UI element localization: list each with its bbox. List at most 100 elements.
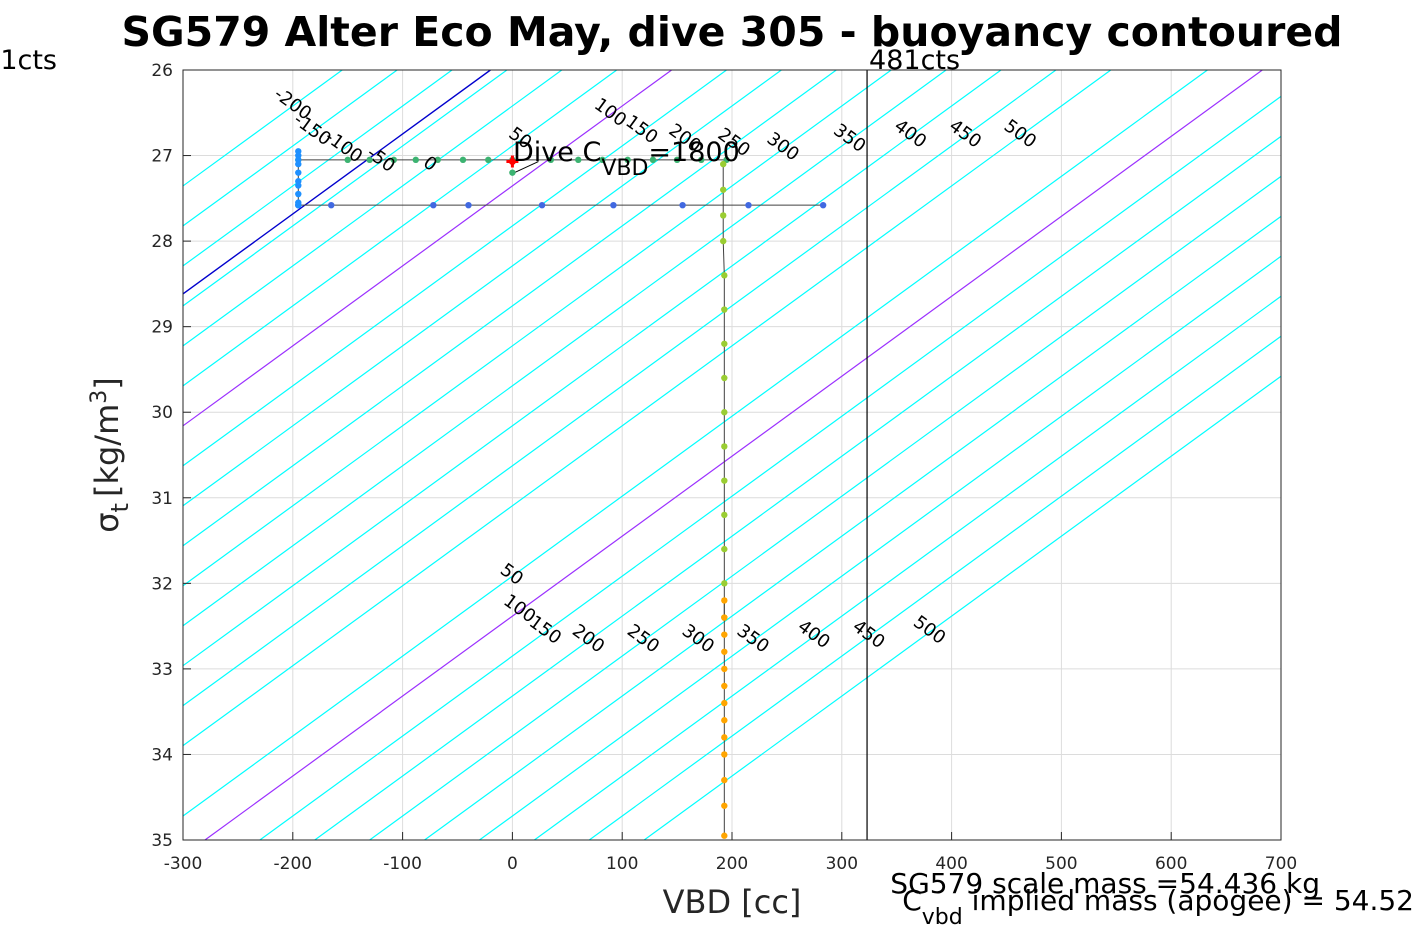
x-tick-label: 600 [1155, 854, 1187, 874]
series-point [624, 156, 631, 164]
implied-mass-text: Cvbd implied mass (apogee) = 54.52 [902, 884, 1414, 930]
contour-line-lower [204, 70, 1263, 840]
contour-line-upper [183, 70, 618, 387]
contour-line-lower [643, 375, 1281, 840]
x-tick-label: -300 [164, 854, 203, 874]
vbd-limit-label: 481cts [869, 45, 960, 76]
x-tick-label: 500 [1045, 854, 1077, 874]
series-point [819, 201, 827, 209]
dive-extra-point [509, 169, 516, 176]
implied-mass-prefix: C [902, 884, 922, 917]
y-axis-label: σt [kg/m3] [87, 377, 134, 532]
contour-line-upper [183, 70, 1057, 707]
series-point [430, 201, 437, 209]
contour-line-upper [183, 70, 947, 627]
implied-mass-sub: vbd [922, 905, 963, 930]
contour-line-lower [259, 95, 1281, 840]
x-tick-label: -100 [383, 854, 422, 874]
contour-line-upper [183, 70, 453, 267]
series-point [344, 156, 351, 164]
series-point [721, 443, 728, 450]
dive-series [295, 148, 827, 839]
x-tick-label: 100 [606, 854, 638, 874]
y-tick-label: 35 [151, 831, 173, 851]
y-axis-label-sup: 3 [87, 390, 112, 404]
series-point [295, 190, 302, 198]
series-point [721, 374, 728, 382]
series-point [295, 169, 302, 176]
y-axis-label-sub: t [106, 503, 134, 512]
series-point [721, 545, 728, 553]
series-point [721, 340, 728, 347]
contour-line-upper [183, 70, 1002, 667]
y-tick-label: 28 [151, 232, 173, 252]
series-point [721, 682, 728, 690]
dive-cvbd-annotation: Dive CVBD=1800 [513, 137, 740, 181]
contour-line-lower [479, 255, 1281, 840]
series-point [459, 156, 467, 164]
y-tick-label: 26 [151, 61, 173, 81]
series-point [721, 614, 728, 621]
annotation-pointer [512, 161, 539, 174]
y-tick-label: 27 [151, 147, 173, 167]
series-point [390, 156, 398, 164]
series-point [721, 272, 728, 279]
x-tick-label: 0 [507, 854, 518, 874]
series-point [679, 201, 686, 209]
series-point [721, 734, 728, 741]
y-axis-label-symbol: σ [88, 512, 126, 532]
contour-line-upper [183, 70, 672, 427]
series-point [698, 156, 705, 164]
y-axis-label-close: ] [88, 377, 126, 389]
blue-reference-line [183, 70, 491, 295]
series-point [295, 201, 302, 209]
series-point [721, 776, 728, 784]
vbd-limit-label: 1cts [0, 45, 57, 76]
annotation-sub: VBD [601, 156, 648, 181]
y-tick-label: 31 [151, 489, 173, 509]
series-point [328, 201, 335, 209]
y-tick-label: 34 [151, 745, 173, 765]
series-point [720, 186, 727, 193]
series-point [721, 580, 728, 587]
contour-line-lower [314, 135, 1281, 840]
contour-line-upper [183, 70, 892, 587]
contour-line-upper [183, 70, 563, 347]
annotation-prefix: Dive C [513, 137, 601, 168]
annotation-suffix: =1800 [648, 137, 739, 168]
series-point [721, 409, 728, 416]
x-tick-label: -200 [274, 854, 313, 874]
series-point [673, 156, 681, 164]
series-point [720, 237, 727, 245]
dive-marker-point [508, 158, 516, 166]
series-point [412, 156, 419, 164]
series-point [599, 156, 606, 164]
series-point [721, 717, 728, 724]
x-tick-label: 400 [935, 854, 967, 874]
series-point [295, 160, 302, 168]
series-point [538, 201, 546, 209]
y-tick-label: 33 [151, 660, 173, 680]
series-point [721, 802, 728, 809]
series-point [366, 156, 373, 164]
x-tick-label: 300 [826, 854, 858, 874]
series-point [721, 631, 728, 638]
contour-line-lower [588, 335, 1281, 840]
y-tick-label: 30 [151, 403, 173, 423]
vbd-limit-lines: 1cts 481cts [0, 45, 960, 840]
series-point [721, 306, 728, 313]
contour-lines [183, 70, 1281, 840]
contour-line-lower [183, 70, 1208, 817]
series-point [721, 597, 728, 604]
x-axis-label: VBD [cc] [663, 883, 802, 921]
contour-line-lower [424, 215, 1281, 840]
series-point [721, 699, 728, 707]
y-tick-label: 32 [151, 574, 173, 594]
series-point [547, 156, 555, 164]
series-point [575, 156, 582, 164]
chart-title: SG579 Alter Eco May, dive 305 - buoyancy… [121, 8, 1342, 56]
series-point [649, 156, 657, 164]
series-point [485, 156, 492, 164]
contour-line-upper [183, 70, 837, 547]
